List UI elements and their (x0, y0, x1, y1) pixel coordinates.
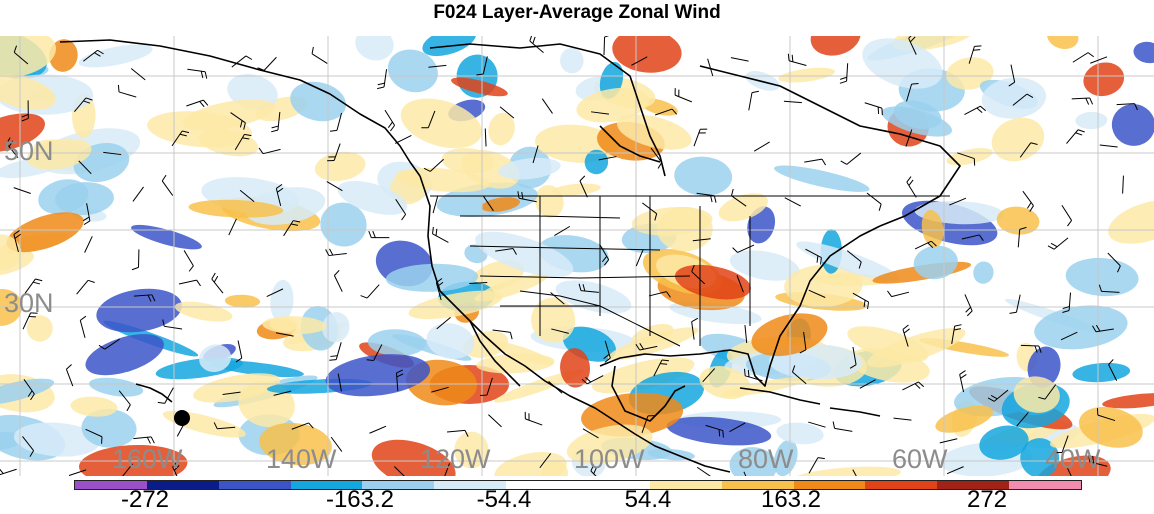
lon-label-80w: 80W (738, 446, 794, 473)
colorbar-swatch (219, 481, 291, 489)
wind-map (0, 36, 1154, 476)
colorbar-label: 54.4 (625, 486, 672, 514)
colorbar-swatch (865, 481, 937, 489)
lon-label-100w: 100W (574, 446, 645, 473)
lon-label-140w: 140W (266, 446, 337, 473)
colorbar (74, 480, 1082, 490)
colorbar-label: -163.2 (326, 486, 394, 514)
lon-label-160w: 160W (112, 446, 183, 473)
storm-marker (174, 410, 190, 426)
lat-label-50n: 50N (4, 138, 54, 165)
lon-label-120w: 120W (420, 446, 491, 473)
wind-shading (657, 207, 713, 252)
lon-label-60w: 60W (892, 446, 948, 473)
colorbar-label: -54.4 (477, 486, 532, 514)
colorbar-label: 163.2 (761, 486, 821, 514)
map-title: F024 Layer-Average Zonal Wind (0, 0, 1154, 26)
lat-label-30n: 30N (4, 290, 54, 317)
colorbar-label: -272 (121, 486, 169, 514)
colorbar-swatch (1009, 481, 1081, 489)
lon-label-40w: 40W (1045, 446, 1101, 473)
colorbar-label: 272 (967, 486, 1007, 514)
